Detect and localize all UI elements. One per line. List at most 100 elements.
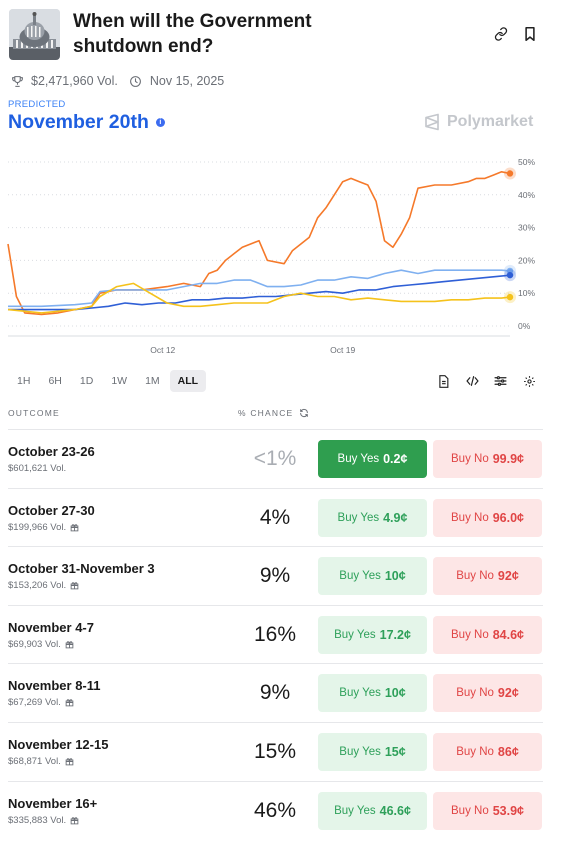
- buy-no-label: Buy No: [451, 453, 489, 465]
- buy-yes-label: Buy Yes: [337, 453, 380, 465]
- info-icon[interactable]: i: [155, 118, 165, 127]
- outcome-chance: 15%: [253, 739, 297, 763]
- brand-name: Polymarket: [447, 113, 534, 130]
- buy-yes-button[interactable]: Buy Yes 4.9¢: [318, 498, 427, 537]
- outcome-chance: 16%: [253, 622, 297, 646]
- buy-no-price: 84.6¢: [492, 627, 524, 642]
- outcome-volume: $69,903 Vol.: [8, 639, 74, 650]
- range-6h[interactable]: 6H: [48, 375, 62, 387]
- gift-icon: [70, 581, 79, 590]
- buy-yes-price: 46.6¢: [379, 803, 411, 818]
- bookmark-icon[interactable]: [520, 24, 540, 44]
- series-line-2: [8, 274, 511, 311]
- gift-icon: [70, 816, 79, 825]
- buy-no-price: 86¢: [497, 744, 519, 759]
- market-end-date: Nov 15, 2025: [149, 74, 225, 88]
- outcome-chance: 9%: [259, 564, 291, 588]
- buy-no-button[interactable]: Buy No 92¢: [433, 557, 542, 596]
- series-end-point-0: [506, 170, 514, 177]
- buy-no-button[interactable]: Buy No 99.9¢: [433, 440, 542, 478]
- outcome-volume-text: $67,269 Vol.: [8, 697, 61, 709]
- buy-no-button[interactable]: Buy No 96.0¢: [433, 498, 542, 537]
- x-tick-label: Oct 19: [330, 345, 355, 355]
- buy-yes-button[interactable]: Buy Yes 17.2¢: [318, 615, 427, 654]
- outcome-row[interactable]: October 31-November 3 $153,206 Vol. 9% Buy …: [8, 546, 543, 605]
- buy-no-button[interactable]: Buy No 86¢: [433, 732, 542, 771]
- chance-header-label: % CHANCE: [238, 408, 294, 418]
- range-1h[interactable]: 1H: [17, 375, 31, 387]
- buy-no-label: Buy No: [451, 511, 489, 524]
- price-history-chart[interactable]: 0% 10% 20% 30% 40% 50% Oct 12 Oct 19: [0, 150, 563, 360]
- sliders-icon[interactable]: [493, 374, 507, 388]
- outcome-volume-text: $601,621 Vol.: [8, 463, 67, 474]
- outcome-volume-text: $69,903 Vol.: [8, 638, 61, 650]
- link-icon[interactable]: [491, 24, 511, 44]
- buy-no-label: Buy No: [456, 687, 494, 700]
- outcome-row[interactable]: October 23-26 $601,621 Vol. <1% Buy Yes 0.2¢…: [8, 429, 543, 488]
- buy-yes-button[interactable]: Buy Yes 10¢: [318, 557, 427, 596]
- buy-yes-button[interactable]: Buy Yes 46.6¢: [318, 791, 427, 830]
- outcome-row[interactable]: November 12-15 $68,871 Vol. 15% Buy Yes 15¢ B…: [8, 721, 543, 781]
- y-tick-label: 10%: [518, 288, 535, 298]
- outcome-row[interactable]: October 27-30 $199,966 Vol. 4% Buy Yes 4.9¢ B…: [8, 487, 543, 547]
- buy-no-price: 96.0¢: [492, 510, 524, 525]
- range-all[interactable]: ALL: [169, 370, 207, 392]
- buy-yes-label: Buy Yes: [339, 570, 381, 583]
- buy-yes-label: Buy Yes: [339, 687, 381, 700]
- outcome-name: October 31-November 3: [8, 561, 155, 577]
- buy-no-button[interactable]: Buy No 92¢: [433, 674, 542, 713]
- clock-icon: [128, 73, 144, 89]
- buy-yes-label: Buy Yes: [339, 745, 381, 758]
- series-line-3: [7, 282, 511, 314]
- predicted-value: November 20th i: [8, 111, 165, 134]
- outcome-volume: $335,883 Vol.: [8, 815, 79, 826]
- embed-code-icon[interactable]: [465, 374, 479, 388]
- outcomes-table: October 23-26 $601,621 Vol. <1% Buy Yes 0.2¢…: [8, 429, 543, 839]
- range-1d[interactable]: 1D: [79, 375, 94, 387]
- chance-column-header: % CHANCE: [238, 408, 309, 418]
- buy-yes-button[interactable]: Buy Yes 10¢: [318, 674, 427, 713]
- buy-yes-button[interactable]: Buy Yes 15¢: [318, 732, 427, 771]
- predicted-label: PREDICTED: [8, 99, 66, 110]
- outcome-chance: 46%: [253, 798, 297, 822]
- y-tick-label: 40%: [518, 190, 535, 200]
- outcome-row[interactable]: November 4-7 $69,903 Vol. 16% Buy Yes 17.2¢ B…: [8, 604, 543, 664]
- outcome-chance: <1%: [253, 447, 297, 470]
- buy-yes-label: Buy Yes: [334, 628, 376, 641]
- outcome-name: November 12-15: [8, 736, 109, 752]
- gift-icon: [65, 757, 74, 766]
- market-meta: $2,471,960 Vol. Nov 15, 2025: [9, 72, 224, 90]
- outcome-row[interactable]: November 16+ $335,883 Vol. 46% Buy Yes 46.6¢…: [8, 780, 543, 840]
- outcome-chance: 9%: [259, 681, 291, 705]
- range-1m[interactable]: 1M: [145, 375, 160, 387]
- range-1w[interactable]: 1W: [111, 375, 128, 387]
- buy-no-price: 92¢: [497, 569, 519, 584]
- outcome-name: November 8-11: [8, 678, 101, 694]
- y-tick-label: 20%: [518, 255, 535, 265]
- gift-icon: [70, 523, 79, 532]
- outcome-volume: $153,206 Vol.: [8, 580, 79, 591]
- settings-gear-icon[interactable]: [522, 374, 536, 388]
- outcome-volume: $199,966 Vol.: [8, 522, 79, 533]
- outcome-name: October 27-30: [8, 502, 95, 518]
- outcome-chance: 4%: [259, 505, 291, 529]
- outcome-name: October 23-26: [8, 444, 95, 459]
- buy-yes-price: 17.2¢: [379, 627, 411, 642]
- outcome-row[interactable]: November 8-11 $67,269 Vol. 9% Buy Yes 10¢ Buy…: [8, 663, 543, 722]
- outcome-volume: $601,621 Vol.: [8, 463, 66, 474]
- buy-yes-price: 0.2¢: [383, 452, 408, 466]
- series-end-point-2: [506, 271, 514, 279]
- refresh-icon[interactable]: [299, 408, 309, 418]
- buy-yes-label: Buy Yes: [337, 511, 380, 524]
- document-icon[interactable]: [436, 374, 450, 388]
- buy-no-label: Buy No: [451, 804, 489, 817]
- series-line-0: [7, 170, 511, 316]
- buy-no-price: 92¢: [497, 686, 519, 701]
- buy-yes-price: 4.9¢: [383, 510, 408, 525]
- buy-no-button[interactable]: Buy No 84.6¢: [433, 615, 542, 654]
- outcome-volume: $67,269 Vol.: [8, 697, 74, 708]
- buy-yes-price: 10¢: [384, 686, 406, 701]
- buy-no-button[interactable]: Buy No 53.9¢: [433, 791, 542, 830]
- buy-yes-button[interactable]: Buy Yes 0.2¢: [318, 440, 427, 478]
- buy-yes-price: 15¢: [384, 744, 406, 759]
